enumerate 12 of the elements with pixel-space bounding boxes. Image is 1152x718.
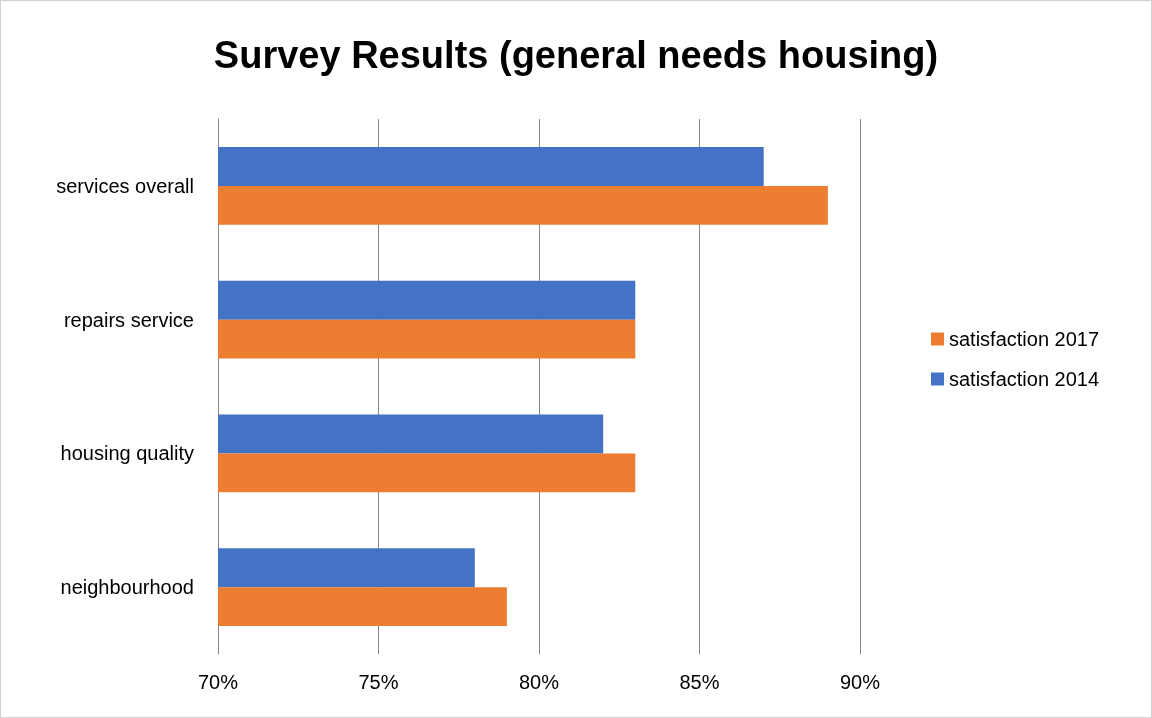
x-tick-label: 70% bbox=[197, 671, 239, 693]
x-tick-label: 90% bbox=[839, 671, 881, 693]
x-tick-label: 85% bbox=[679, 671, 720, 693]
chart-title: Survey Results (general needs housing) bbox=[213, 34, 939, 76]
y-tick-label: housing quality bbox=[60, 442, 194, 465]
y-tick-label: services overall bbox=[56, 174, 194, 197]
x-tick-label: 80% bbox=[518, 671, 560, 693]
y-tick-label: neighbourhood bbox=[60, 576, 194, 599]
y-tick-label: repairs service bbox=[63, 308, 194, 331]
x-tick-label: 75% bbox=[358, 671, 399, 693]
legend-label: satisfaction 2017 bbox=[949, 328, 1100, 350]
legend-label: satisfaction 2014 bbox=[949, 368, 1100, 390]
